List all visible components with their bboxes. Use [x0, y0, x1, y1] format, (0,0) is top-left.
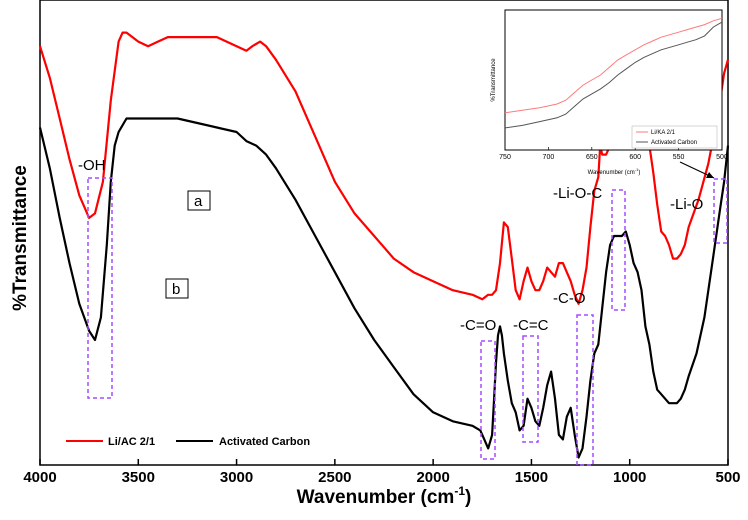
inset-x-tick-label: 650	[586, 154, 598, 161]
legend-label-li-ac: Li/AC 2/1	[108, 436, 155, 448]
inset-x-ticks: 750 700 650 600 550 500	[499, 147, 728, 161]
x-axis-title-sup: -1	[454, 484, 465, 498]
co-double-band-box	[480, 340, 496, 460]
main-x-tick-label: 2000	[416, 469, 449, 486]
annotation-c-double-o: -C=O	[460, 317, 496, 334]
oh-band-box	[87, 177, 113, 399]
cc-double-band-box	[522, 335, 539, 443]
inset-x-tick-label: 600	[629, 154, 641, 161]
li-o-band-box	[713, 178, 728, 244]
curve-label-b-box	[165, 278, 189, 299]
c-o-band-box	[576, 314, 594, 466]
x-axis-title-close: )	[465, 487, 471, 508]
inset-x-tick-label: 500	[716, 154, 728, 161]
main-x-tick-label: 2500	[318, 469, 351, 486]
inset-pointer-arrowhead	[706, 172, 714, 178]
inset-series-line-li-ka	[504, 17, 723, 114]
x-axis-title-main: Wavenumber (cm	[297, 487, 455, 508]
y-axis-title: %Transmittance	[10, 165, 31, 311]
inset-legend-label-activated-carbon: Activated Carbon	[651, 140, 697, 146]
curve-label-a: a	[194, 193, 203, 210]
inset-chart: 750 700 650 600 550 500 %Transmittance Wavenu…	[491, 9, 728, 176]
main-x-tick-label: 4000	[23, 469, 56, 486]
annotation-boxes	[87, 177, 728, 466]
inset-x-title-main: Wavenumber (cm	[588, 170, 635, 176]
li-o-c-band-box	[611, 189, 626, 311]
main-x-tick-label: 3000	[220, 469, 253, 486]
annotation-c-double-c: -C=C	[513, 317, 549, 334]
annotation-c-o: -C-O	[553, 290, 586, 307]
main-x-tick-label: 3500	[122, 469, 155, 486]
main-x-ticks: 4000 3500 3000 2500 2000 1500 1000 500	[23, 459, 741, 486]
main-series-lines	[38, 31, 730, 459]
inset-x-title-close: )	[638, 170, 640, 176]
inset-x-tick-label: 750	[499, 154, 511, 161]
series-line-li-ac	[38, 31, 730, 305]
legend-label-activated-carbon: Activated Carbon	[219, 436, 310, 448]
inset-x-tick-label: 550	[673, 154, 685, 161]
inset-legend-label-li-ka: Li/KA 2/1	[651, 130, 676, 136]
inset-x-tick-label: 700	[543, 154, 555, 161]
annotation-li-o-c: -Li-O-C	[553, 185, 602, 202]
annotation-li-o: -Li-O	[670, 196, 703, 213]
curve-label-a-box	[187, 190, 211, 211]
main-x-tick-label: 500	[715, 469, 740, 486]
inset-x-title: Wavenumber (cm-1)	[588, 167, 641, 176]
inset-legend-box	[631, 125, 718, 149]
inset-x-title-sup: -1	[635, 167, 639, 172]
curve-label-b: b	[172, 281, 180, 298]
main-legend: Li/AC 2/1 Activated Carbon	[66, 436, 310, 448]
inset-y-title: %Transmittance	[491, 58, 497, 102]
annotation-oh: -OH	[78, 157, 106, 174]
main-plot-frame	[39, 0, 729, 466]
inset-series-lines	[504, 17, 723, 129]
main-x-tick-label: 1500	[515, 469, 548, 486]
x-axis-title: Wavenumber (cm-1)	[297, 484, 472, 508]
inset-series-line-activated-carbon	[504, 21, 723, 129]
main-x-tick-label: 1000	[613, 469, 646, 486]
series-line-activated-carbon	[38, 117, 730, 459]
